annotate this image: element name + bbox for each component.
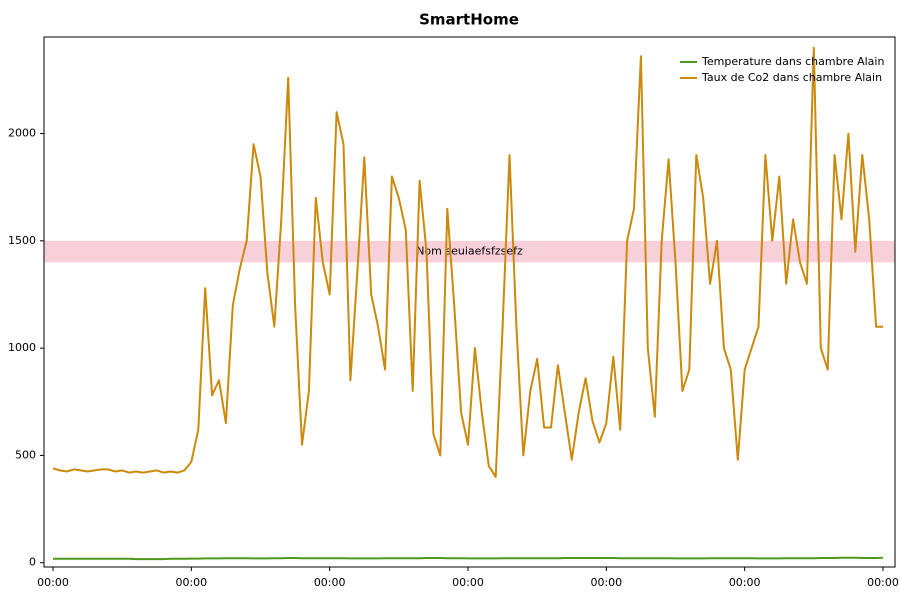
- legend-label: Temperature dans chambre Alain: [701, 55, 884, 68]
- x-tick-label: 00:00: [867, 576, 899, 589]
- plot-frame: [43, 36, 896, 568]
- x-tick-label: 00:00: [37, 576, 69, 589]
- band-label: Nom seuiaefsfzsefz: [416, 245, 523, 258]
- y-tick-label: 2000: [8, 127, 36, 140]
- series-line: [52, 46, 883, 478]
- threshold-band: [44, 240, 895, 263]
- y-tick-label: 500: [15, 448, 36, 461]
- x-tick-label: 00:00: [452, 576, 484, 589]
- chart-title: SmartHome: [419, 11, 519, 29]
- y-tick-label: 1500: [8, 234, 36, 247]
- x-tick-label: 00:00: [590, 576, 622, 589]
- x-tick-label: 00:00: [314, 576, 346, 589]
- x-tick-label: 00:00: [729, 576, 761, 589]
- y-tick-label: 0: [29, 556, 36, 569]
- series-line: [53, 556, 884, 561]
- x-tick-label: 00:00: [175, 576, 207, 589]
- y-tick-label: 1000: [8, 341, 36, 354]
- legend-label: Taux de Co2 dans chambre Alain: [701, 71, 882, 84]
